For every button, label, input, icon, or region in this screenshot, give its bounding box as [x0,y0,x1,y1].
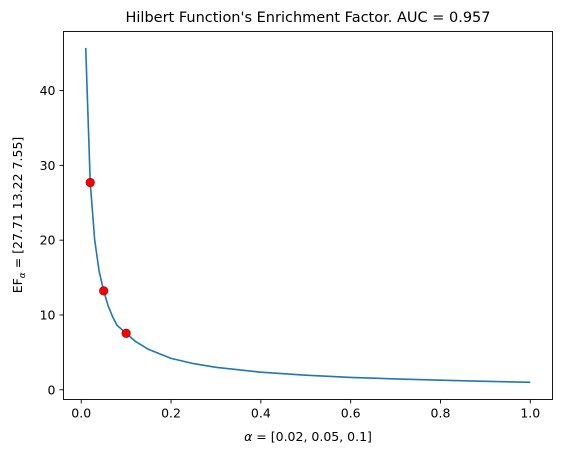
y-axis-label-subscript: α [18,272,28,278]
enrichment-factor-curve [84,47,531,384]
y-axis-label-prefix: EF [10,278,25,293]
y-axis-label-text: = [27.71 13.22 7.55] [10,137,25,273]
x-tick-label: 0.4 [251,406,271,421]
y-tick-label: 30 [40,158,56,173]
y-tick-label: 10 [40,307,56,322]
y-axis-ticks: 0 10 20 30 40 [40,83,64,397]
x-axis-label: α = [0.02, 0.05, 0.1] [244,429,372,444]
highlight-point [121,328,131,338]
highlight-point [85,177,95,188]
x-tick-label: 0.2 [161,406,181,421]
x-axis-label-symbol: α [244,429,253,444]
y-tick-label: 0 [48,382,56,397]
x-tick-label: 1.0 [520,406,540,421]
x-tick-label: 0.0 [71,406,91,421]
highlight-point [99,286,109,296]
x-axis-ticks: 0.0 0.2 0.4 0.6 0.8 1.0 [71,399,540,421]
x-tick-label: 0.8 [431,406,451,421]
x-tick-label: 0.6 [341,406,361,421]
x-axis-label-text: = [0.02, 0.05, 0.1] [252,429,372,444]
chart-title: Hilbert Function's Enrichment Factor. AU… [125,10,490,26]
y-tick-label: 20 [40,233,56,248]
y-axis-label: EFα = [27.71 13.22 7.55] [10,137,28,294]
plot-area-frame [63,31,553,400]
y-tick-label: 40 [40,83,56,98]
highlighted-points [85,177,131,338]
